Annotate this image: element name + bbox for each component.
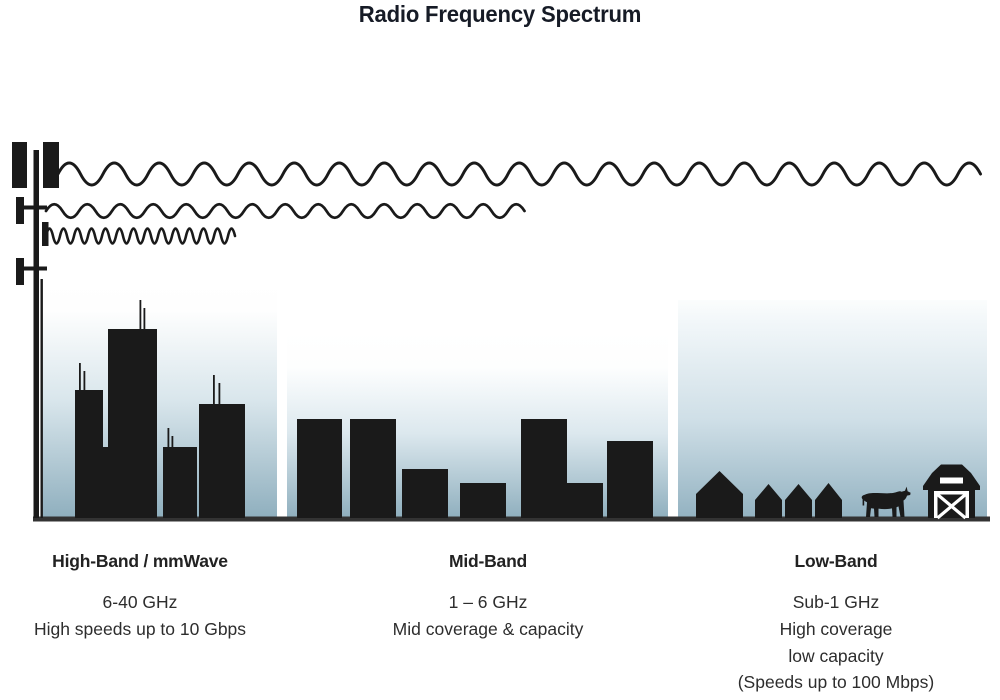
rooftop-antenna bbox=[171, 436, 174, 450]
building-l-shaped bbox=[521, 419, 603, 518]
suburb-houses-icon bbox=[696, 471, 842, 518]
mid-band-frequency: 1 – 6 GHz bbox=[448, 592, 528, 612]
rooftop-antenna bbox=[218, 383, 221, 407]
barn-loft-window bbox=[940, 477, 963, 484]
long-wavelength-wave-icon bbox=[56, 161, 982, 187]
tower-crossbar-lower bbox=[16, 266, 47, 271]
rooftop-antenna bbox=[167, 428, 170, 450]
low-band-capacity: low capacity bbox=[788, 645, 884, 666]
mid-rise-buildings-icon bbox=[297, 419, 653, 518]
medium-wavelength-wave-icon bbox=[44, 202, 526, 220]
ground-line bbox=[33, 516, 990, 522]
low-band-speed: (Speeds up to 100 Mbps) bbox=[737, 672, 935, 693]
rooftop-antenna bbox=[213, 375, 215, 407]
mid-band-description: Mid coverage & capacity bbox=[392, 618, 584, 639]
page-title: Radio Frequency Spectrum bbox=[358, 1, 642, 27]
mid-band-heading: Mid-Band bbox=[448, 551, 528, 571]
barn-icon bbox=[923, 464, 980, 520]
skyscraper bbox=[75, 390, 103, 518]
mid-band-label-block: Mid-Band 1 – 6 GHz Mid coverage & capaci… bbox=[338, 551, 638, 643]
rooftop-antenna bbox=[79, 363, 81, 393]
tower-small-antenna-lower bbox=[16, 258, 24, 285]
high-band-description: High speeds up to 10 Gbps bbox=[33, 618, 247, 639]
city-skyline-icon bbox=[75, 300, 245, 518]
barn-roof bbox=[923, 464, 980, 490]
building bbox=[297, 419, 342, 518]
house bbox=[785, 484, 812, 518]
tower-crossbar-upper bbox=[16, 205, 47, 210]
tower-pole bbox=[33, 150, 39, 518]
cow-silhouette bbox=[861, 486, 911, 517]
cell-tower-icon bbox=[12, 142, 59, 518]
tower-antenna-panel-left bbox=[12, 142, 27, 188]
house bbox=[696, 471, 743, 518]
short-wavelength-wave-icon bbox=[44, 227, 237, 245]
skyscraper bbox=[103, 447, 108, 518]
low-band-heading: Low-Band bbox=[794, 551, 878, 571]
building bbox=[607, 441, 653, 518]
house bbox=[755, 484, 782, 518]
skyscraper bbox=[163, 447, 197, 518]
building bbox=[402, 469, 448, 518]
rooftop-antenna bbox=[143, 308, 146, 332]
low-band-coverage: High coverage bbox=[779, 618, 893, 639]
building bbox=[460, 483, 506, 518]
skyscraper bbox=[199, 404, 245, 518]
cow-icon bbox=[861, 486, 911, 517]
high-band-heading: High-Band / mmWave bbox=[52, 551, 228, 571]
tower-pole-inner bbox=[40, 279, 43, 518]
high-band-label-block: High-Band / mmWave 6-40 GHz High speeds … bbox=[0, 551, 290, 643]
high-band-frequency: 6-40 GHz bbox=[102, 592, 178, 612]
tower-antenna-panel-right bbox=[43, 142, 59, 188]
rooftop-antenna bbox=[83, 371, 86, 393]
building bbox=[350, 419, 396, 518]
low-band-label-block: Low-Band Sub-1 GHz High coverage low cap… bbox=[686, 551, 986, 696]
barn-door-cross bbox=[936, 493, 967, 520]
house bbox=[815, 483, 842, 518]
skyscraper-tall bbox=[108, 329, 157, 518]
rooftop-antenna bbox=[139, 300, 142, 332]
low-band-frequency: Sub-1 GHz bbox=[792, 592, 880, 612]
tower-small-antenna-upper bbox=[16, 197, 24, 224]
